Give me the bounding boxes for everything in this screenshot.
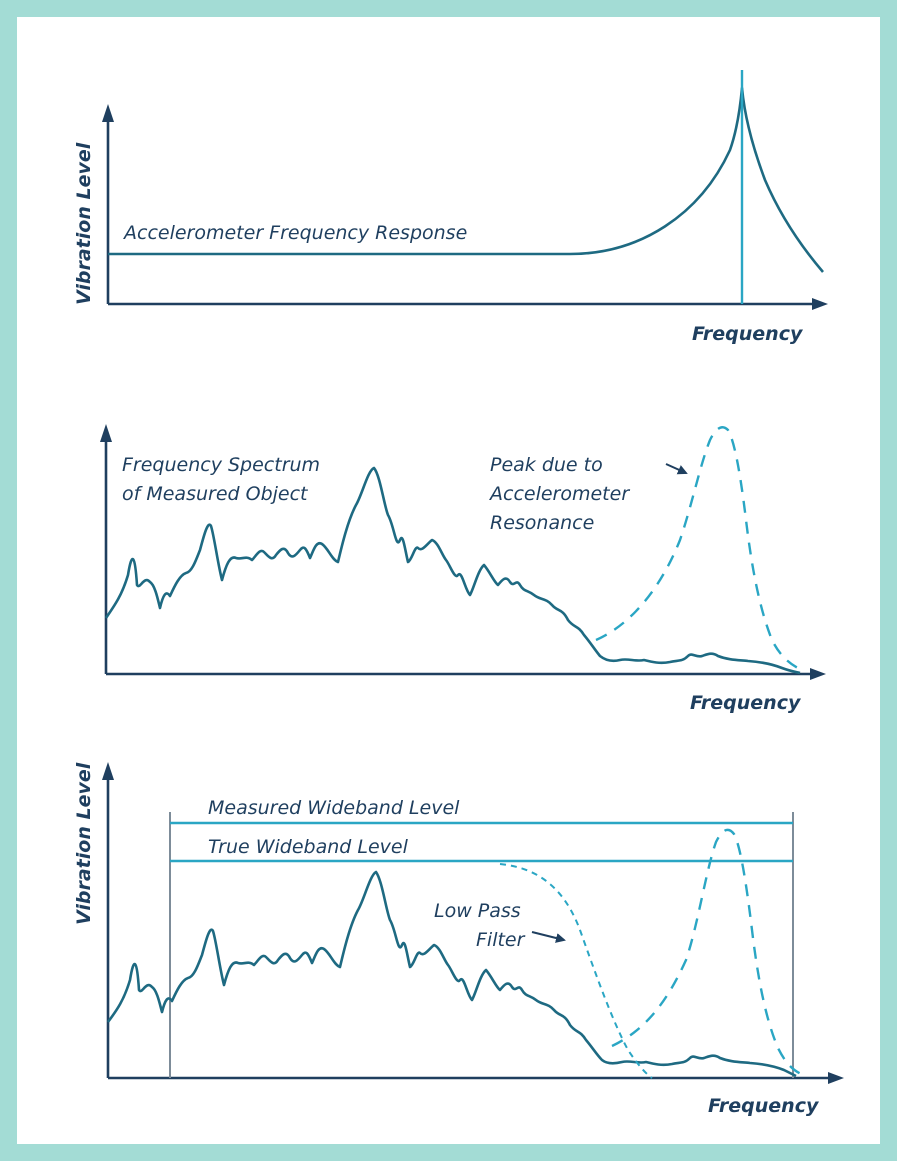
- panel2-peak-label-line3: Resonance: [490, 512, 594, 534]
- panel1-response-curve: [108, 86, 824, 273]
- panel1-y-axis-arrow: [102, 104, 114, 122]
- panel2-peak-label-line2: Accelerometer: [488, 483, 630, 505]
- panel3-low-pass-filter-dashed: [499, 863, 653, 1079]
- panel2-spectrum-curve: [104, 466, 801, 675]
- panel3-filter-pointer-arrow: [531, 931, 566, 943]
- panel2-peak-pointer-arrow: [665, 463, 688, 475]
- panel2-spectrum-label-line2: of Measured Object: [122, 483, 309, 505]
- panel1-y-axis-title: Vibration Level: [73, 142, 95, 305]
- panel3-filter-label-line1: Low Pass: [434, 900, 521, 922]
- panel-3: Measured Wideband Level True Wideband Le…: [73, 762, 844, 1117]
- panel3-x-axis-title: Frequency: [708, 1095, 820, 1117]
- panel3-y-axis-title: Vibration Level: [73, 762, 95, 925]
- figure-panel: [17, 17, 880, 1144]
- panel3-spectrum-curve: [106, 870, 797, 1078]
- panel2-y-axis-arrow: [100, 424, 112, 442]
- panel-2: Frequency Spectrum of Measured Object Pe…: [100, 424, 826, 714]
- panel3-resonance-peak-dashed: [611, 828, 807, 1078]
- panel3-filter-label-line2: Filter: [476, 929, 526, 951]
- panel2-resonance-peak-dashed: [595, 426, 805, 673]
- panel2-x-axis-arrow: [810, 668, 826, 680]
- panel-1: Vibration Level Frequency Accelerometer …: [73, 70, 828, 345]
- panel2-peak-label-line1: Peak due to: [490, 454, 603, 476]
- panel2-x-axis-title: Frequency: [690, 692, 802, 714]
- panel3-measured-label: Measured Wideband Level: [208, 797, 460, 819]
- panel1-x-axis-arrow: [812, 298, 828, 310]
- panel1-x-axis-title: Frequency: [692, 323, 804, 345]
- panel3-y-axis-arrow: [102, 762, 114, 780]
- panel3-true-label: True Wideband Level: [208, 836, 409, 858]
- panel3-x-axis-arrow: [828, 1072, 844, 1084]
- panel2-spectrum-label-line1: Frequency Spectrum: [122, 454, 320, 476]
- panel1-curve-label: Accelerometer Frequency Response: [122, 222, 467, 244]
